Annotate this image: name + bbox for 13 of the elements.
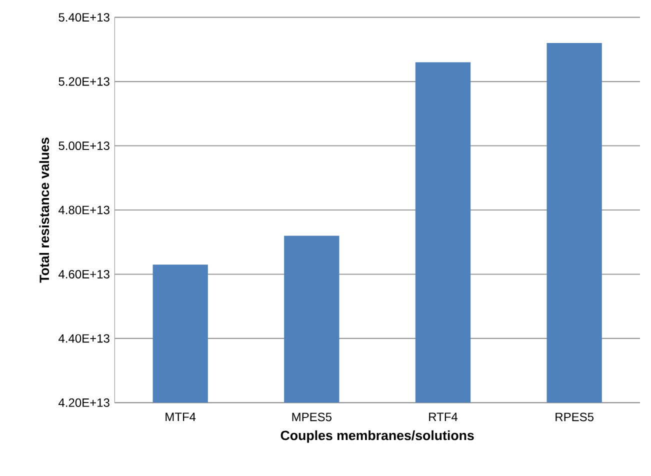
y-tick-label: 4.40E+13 xyxy=(58,334,110,343)
y-tick-label: 5.00E+13 xyxy=(58,142,110,150)
y-tick-label: 4.80E+13 xyxy=(58,206,110,214)
x-tick-label: MTF4 xyxy=(166,412,196,421)
y-tick-label: 5.20E+13 xyxy=(58,77,110,86)
x-tick-label: MPES5 xyxy=(292,412,332,422)
y-axis-title: Total resistance values xyxy=(39,138,50,283)
y-tick-label: 5.40E+13 xyxy=(58,13,110,22)
y-tick-label: 4.20E+13 xyxy=(58,398,110,407)
x-axis-title: Couples membranes/solutions xyxy=(280,430,474,443)
x-tick-label: RTF4 xyxy=(429,412,458,421)
x-tick-label: RPES5 xyxy=(556,412,594,422)
y-tick-label: 4.60E+13 xyxy=(58,270,110,278)
